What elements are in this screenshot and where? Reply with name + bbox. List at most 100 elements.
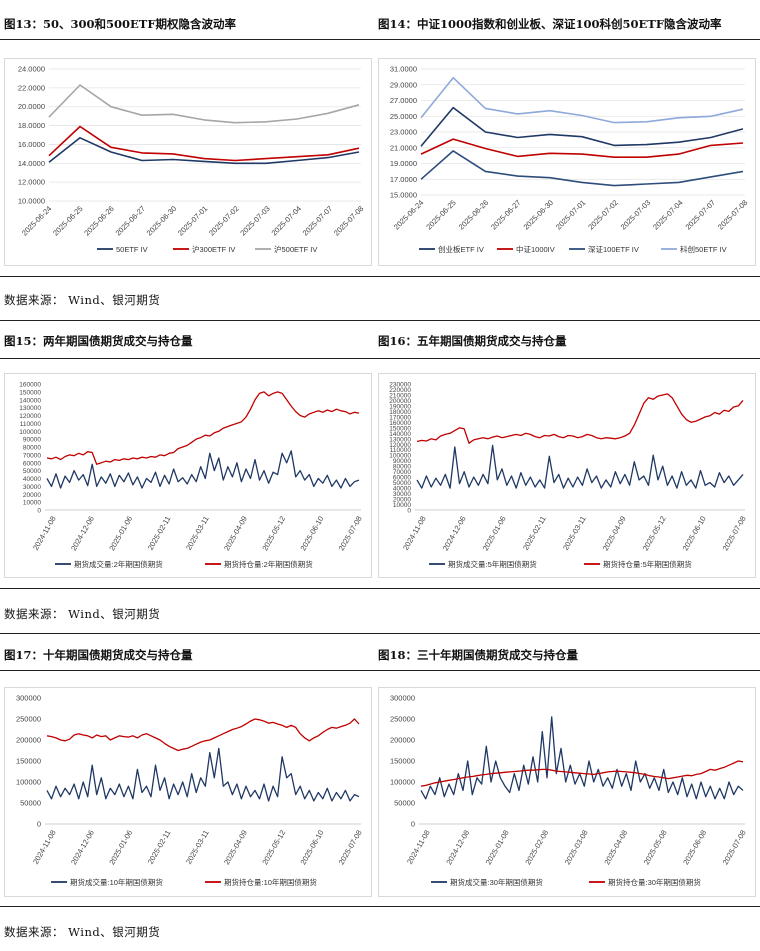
y-tick-label: 15.0000 (390, 191, 417, 200)
x-tick-label: 2024-11-08 (405, 829, 432, 866)
y-tick-label: 0 (37, 820, 41, 829)
x-tick-label: 2025-04-09 (222, 515, 249, 553)
series-line-1 (416, 393, 744, 444)
x-tick-label: 2025-07-08 (721, 829, 748, 867)
y-tick-label: 100000 (16, 778, 41, 787)
x-tick-label: 2025-01-06 (107, 515, 134, 553)
y-tick-label: 10000 (23, 500, 41, 507)
y-tick-label: 40000 (393, 486, 411, 493)
chart-15-svg: 0100002000030000400005000060000700008000… (19, 382, 364, 570)
y-tick-label: 140000 (19, 397, 41, 404)
y-tick-label: 17.0000 (390, 175, 417, 184)
y-tick-label: 300000 (16, 694, 41, 703)
y-tick-label: 80000 (23, 445, 41, 452)
legend-label: 期货成交量:30年期国债期货 (450, 877, 543, 887)
y-tick-label: 27.0000 (390, 96, 417, 105)
chart-panel-13: 10.0000 12.0000 14.0000 16.0000 18.0000 20.00… (4, 58, 372, 266)
y-tick-label: 90000 (393, 458, 411, 465)
y-tick-label: 130000 (19, 405, 41, 412)
y-tick-label: 140000 (389, 431, 411, 438)
x-tick-label: 2024-12-08 (444, 829, 471, 867)
y-tick-label: 160000 (389, 420, 411, 427)
legend-label: 科创50ETF IV (680, 244, 727, 254)
x-tick-label: 2025-01-08 (484, 829, 511, 867)
y-tick-label: 110000 (20, 421, 42, 428)
x-tick-label: 2025-06-10 (299, 515, 326, 553)
series-line-2 (48, 84, 360, 124)
y-tick-label: 21.0000 (390, 143, 417, 152)
y-tick-label: 70000 (393, 469, 411, 476)
y-tick-label: 10.0000 (18, 197, 45, 206)
x-tick-label: 2025-04-09 (222, 829, 249, 867)
x-tick-label: 2025-04-09 (601, 515, 628, 553)
y-tick-label: 20000 (23, 492, 41, 499)
y-tick-label: 22.0000 (18, 83, 45, 92)
top-rule (0, 39, 760, 40)
y-tick-label: 220000 (389, 387, 411, 394)
legend-label: 期货成交量:2年期国债期货 (74, 559, 163, 569)
x-tick-label: 2025-05-08 (642, 829, 669, 867)
rule-before-row3 (0, 670, 760, 671)
figure-18-title: 图18：三十年期国债期货成交与持仓量 (378, 648, 579, 662)
y-tick-label: 80000 (393, 464, 411, 471)
x-tick-label: 2025-07-02 (586, 198, 619, 231)
y-tick-label: 31.0000 (390, 65, 417, 74)
chart-panel-16: 0 10000 20000 30000 40000 50000 60000 70000 8000… (378, 373, 756, 578)
y-tick-label: 200000 (16, 736, 41, 745)
y-tick-label: 150000 (19, 389, 41, 396)
y-tick-label: 50000 (23, 468, 41, 475)
x-tick-label: 2025-06-30 (522, 198, 555, 231)
legend-label: 期货成交量:5年期国债期货 (448, 559, 537, 569)
chart-panel-14: 15.0000 17.0000 19.0000 21.0000 23.0000 25.00… (378, 58, 756, 266)
figure-16-title: 图16：五年期国债期货成交与持仓量 (378, 334, 567, 348)
legend-label: 期货成交量:10年期国债期货 (70, 877, 163, 887)
x-tick-label: 2024-12-06 (69, 515, 96, 553)
x-tick-label: 2025-07-08 (337, 515, 364, 553)
chart-panel-15: 0 10000 20000 30000 40000 50000 60000 70000 8000… (4, 373, 372, 578)
series-line-1 (46, 718, 360, 752)
x-tick-label: 2025-07-01 (554, 198, 587, 231)
legend-label: 深证100ETF IV (588, 245, 639, 254)
x-tick-label: 2025-03-11 (561, 515, 588, 552)
legend-label: 创业板ETF IV (438, 244, 484, 254)
y-tick-label: 50000 (394, 799, 415, 808)
legend-label: 期货持仓量:2年期国债期货 (224, 559, 313, 569)
series-line-0 (416, 444, 744, 489)
x-tick-label: 2025-06-26 (82, 204, 115, 237)
legend-label: 期货持仓量:5年期国债期货 (603, 559, 692, 569)
y-tick-label: 19.0000 (390, 159, 417, 168)
y-tick-label: 90000 (23, 437, 41, 444)
x-tick-label: 2025-07-08 (721, 515, 748, 553)
y-tick-label: 20.0000 (18, 102, 45, 111)
y-tick-label: 100000 (19, 429, 41, 436)
x-tick-label: 2024-12-06 (441, 515, 468, 553)
y-tick-label: 60000 (23, 460, 41, 467)
x-tick-label: 2025-07-07 (684, 198, 717, 231)
x-tick-label: 2025-06-25 (51, 204, 84, 237)
y-tick-label: 12.0000 (18, 178, 45, 187)
rule-after-source2 (0, 633, 760, 634)
y-tick-label: 150000 (16, 757, 41, 766)
x-tick-label: 2025-06-27 (489, 198, 522, 231)
y-tick-label: 160000 (19, 382, 41, 389)
y-tick-label: 180000 (389, 409, 411, 416)
source-note-3: 数据来源： Wind、银河期货 (4, 925, 161, 939)
legend-label: 中证1000IV (516, 244, 555, 254)
chart-13-svg: 10.0000 12.0000 14.0000 16.0000 18.0000 20.00… (18, 65, 366, 255)
x-tick-label: 2025-07-07 (301, 204, 334, 237)
chart-panel-17: 0 50000 100000 150000 200000 250000 300000 2024… (4, 687, 372, 897)
x-tick-label: 2025-07-08 (337, 829, 364, 867)
y-tick-label: 30000 (23, 484, 41, 491)
legend-label: 期货持仓量:30年期国债期货 (608, 877, 701, 887)
chart-16-svg: 0100002000030000400005000060000700008000… (389, 382, 748, 570)
x-tick-label: 2025-03-11 (184, 515, 211, 552)
rule-before-row2 (0, 358, 760, 359)
x-tick-label: 2024-12-06 (69, 829, 96, 867)
y-tick-label: 170000 (389, 414, 411, 421)
y-tick-label: 120000 (389, 442, 411, 449)
chart-18-svg: 0 50000 100000 150000 200000 250000 300000 2024… (390, 694, 748, 888)
x-tick-label: 2025-07-03 (619, 198, 652, 231)
y-tick-label: 130000 (389, 436, 411, 443)
x-tick-label: 2025-02-11 (146, 515, 173, 552)
y-tick-label: 23.0000 (390, 128, 417, 137)
